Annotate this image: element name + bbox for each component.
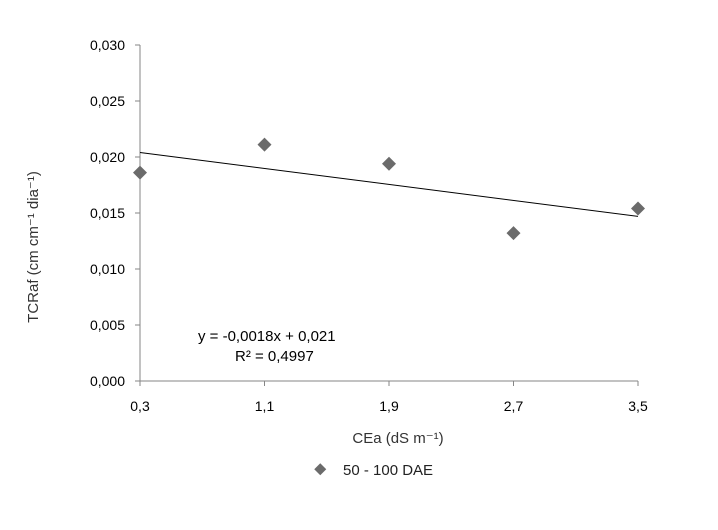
x-tick-label: 3,5: [628, 398, 648, 414]
trendline: [139, 152, 639, 217]
y-axis-ticks: 0,000 0,005 0,010 0,015 0,020 0,025 0,030: [90, 37, 140, 389]
legend: 50 - 100 DAE: [314, 462, 433, 479]
x-tick-label: 1,9: [379, 398, 399, 414]
y-tick-label: 0,000: [90, 373, 125, 389]
trendline-equation: y = -0,0018x + 0,021: [198, 328, 336, 345]
x-tick-label: 1,1: [255, 398, 275, 414]
legend-marker: [314, 463, 327, 476]
y-axis-title: TCRaf (cm cm⁻¹ dia⁻¹): [25, 171, 42, 323]
x-tick-label: 0,3: [130, 398, 150, 414]
data-point: [631, 201, 645, 216]
x-tick-label: 2,7: [504, 398, 524, 414]
y-tick-label: 0,025: [90, 93, 125, 109]
data-points: [133, 137, 645, 241]
y-tick-label: 0,030: [90, 37, 125, 53]
x-axis-ticks: 0,3 1,1 1,9 2,7 3,5: [130, 381, 648, 414]
data-point: [257, 137, 272, 152]
trendline-r-squared: R² = 0,4997: [235, 348, 314, 365]
legend-label: 50 - 100 DAE: [343, 462, 433, 479]
data-point: [382, 156, 396, 171]
y-tick-label: 0,020: [90, 149, 125, 165]
data-point: [506, 226, 521, 241]
y-tick-label: 0,010: [90, 261, 125, 277]
y-tick-label: 0,005: [90, 317, 125, 333]
y-tick-label: 0,015: [90, 205, 125, 221]
data-point: [133, 165, 147, 180]
x-axis-title: CEa (dS m⁻¹): [352, 430, 443, 447]
